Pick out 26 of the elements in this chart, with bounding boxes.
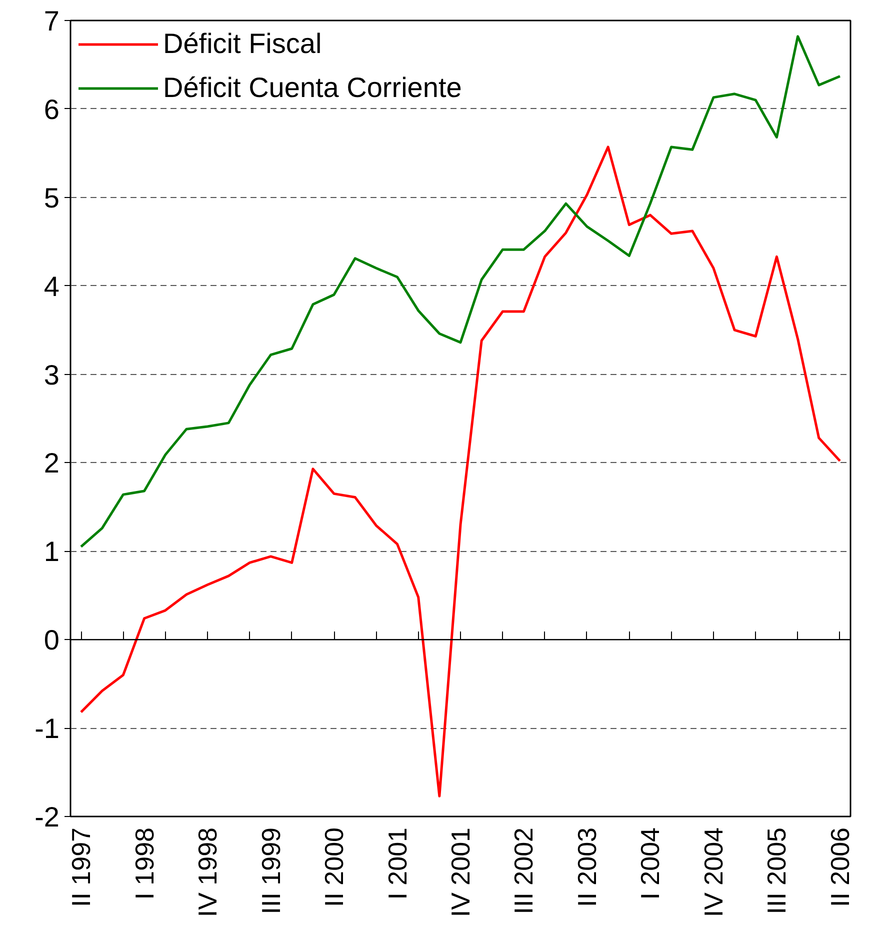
y-tick-label: -2 (34, 802, 60, 832)
y-tick-label: 4 (44, 270, 60, 302)
x-tick-label: II 1997 (66, 827, 96, 908)
y-tick-label: 1 (44, 536, 60, 568)
y-tick-label: 0 (44, 624, 60, 656)
y-tick-label: 2 (44, 448, 60, 479)
x-tick-label: IV 2004 (698, 827, 728, 918)
x-tick-label: IV 2001 (446, 827, 476, 918)
x-tick-label: I 2004 (635, 827, 666, 900)
y-tick-label: -1 (34, 713, 60, 744)
y-tick-label: 5 (44, 182, 60, 214)
x-tick-label: II 2006 (824, 827, 855, 908)
x-tick-label: III 2002 (508, 828, 539, 914)
legend-label: Déficit Fiscal (163, 28, 322, 60)
x-tick-label: I 2001 (382, 827, 412, 900)
legend-label: Déficit Cuenta Corriente (163, 72, 462, 104)
line-series (80, 146, 842, 798)
x-tick-label: II 2000 (319, 827, 350, 908)
x-tick-label: I 1998 (129, 827, 160, 900)
x-tick-label: III 1999 (256, 828, 286, 914)
x-tick-label: III 2005 (762, 828, 792, 914)
y-tick-label: 3 (44, 359, 60, 390)
y-tick-label: 7 (44, 6, 60, 36)
x-tick-label: II 2003 (572, 827, 602, 908)
y-tick-label: 6 (44, 94, 60, 125)
x-tick-label: IV 1998 (192, 827, 223, 918)
